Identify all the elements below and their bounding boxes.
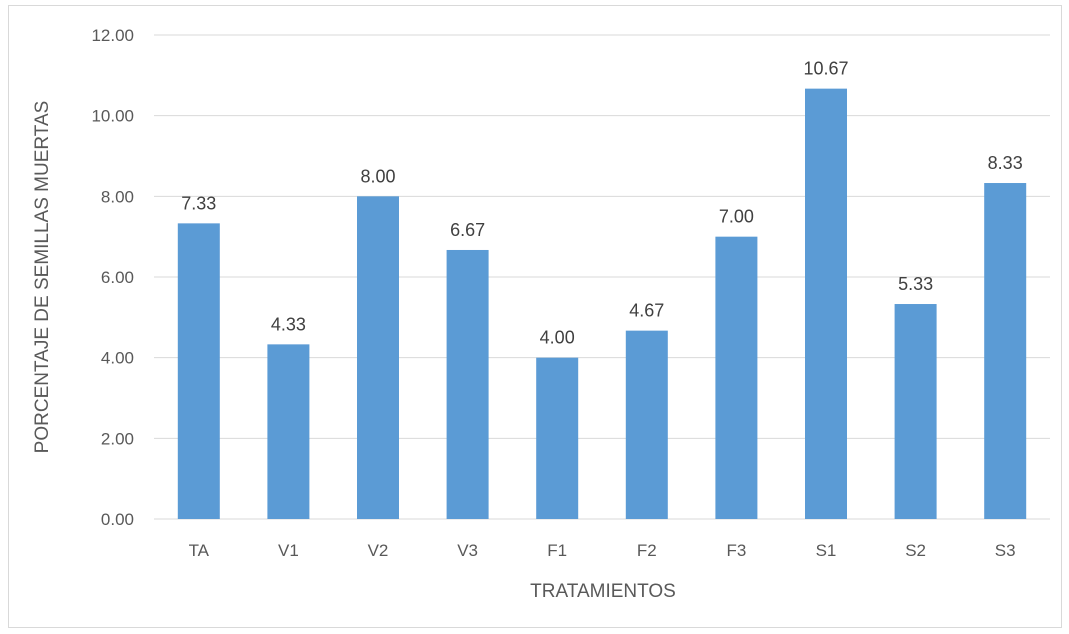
y-tick-label: 12.00 [91, 26, 134, 45]
y-tick-label: 0.00 [101, 510, 134, 529]
x-tick-label: F2 [637, 541, 657, 560]
bar [805, 88, 847, 519]
bar [446, 249, 489, 519]
y-tick-label: 2.00 [101, 429, 134, 448]
data-label: 10.67 [803, 59, 848, 79]
data-label: 8.33 [988, 153, 1023, 173]
y-axis-title: PORCENTAJE DE SEMILLAS MUERTAS [32, 101, 53, 454]
bar [984, 183, 1027, 520]
bar [536, 357, 579, 519]
data-label: 8.00 [360, 166, 395, 186]
data-labels: 7.33 4.33 8.00 6.67 4.00 4.67 7.00 10.67 5.33 8.3… [181, 59, 1022, 348]
data-label: 7.00 [719, 207, 754, 227]
x-axis-ticks: TA V1 V2 V3 F1 F2 F3 S1 S2 S3 [189, 541, 1016, 560]
x-tick-label: S1 [816, 541, 837, 560]
data-label: 5.33 [898, 274, 933, 294]
x-tick-label: V3 [457, 541, 478, 560]
bar [715, 236, 758, 519]
x-tick-label: V1 [278, 541, 299, 560]
x-tick-label: S2 [905, 541, 926, 560]
bars [177, 88, 1027, 520]
data-label: 4.00 [540, 328, 575, 348]
x-tick-label: S3 [995, 541, 1016, 560]
data-label: 7.33 [181, 193, 216, 213]
bar [267, 344, 310, 519]
data-label: 4.67 [629, 301, 664, 321]
y-tick-label: 6.00 [101, 268, 134, 287]
x-tick-label: F3 [726, 541, 746, 560]
x-axis-title: TRATAMIENTOS [530, 581, 676, 602]
x-tick-label: V2 [368, 541, 389, 560]
y-tick-label: 8.00 [101, 187, 134, 206]
x-tick-label: F1 [547, 541, 567, 560]
y-axis-ticks: 0.00 2.00 4.00 6.00 8.00 10.00 12.00 [91, 26, 134, 529]
bar [177, 223, 220, 519]
x-tick-label: TA [189, 541, 210, 560]
bar [625, 330, 668, 519]
bar [894, 304, 937, 519]
y-tick-label: 10.00 [91, 107, 134, 126]
bar [357, 196, 399, 520]
data-label: 6.67 [450, 220, 485, 240]
data-label: 4.33 [271, 314, 306, 334]
y-tick-label: 4.00 [101, 349, 134, 368]
